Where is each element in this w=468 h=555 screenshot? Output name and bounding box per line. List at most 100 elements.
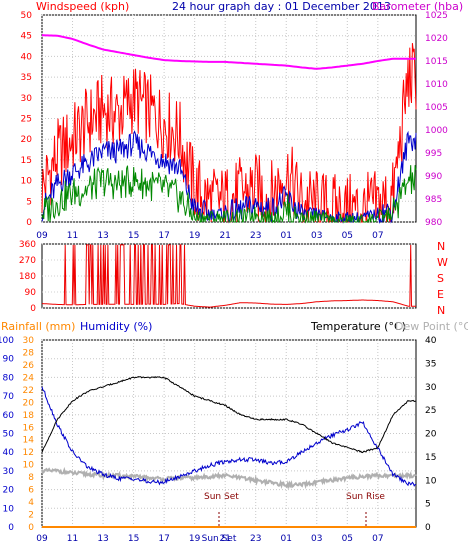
rain-tick-label: 0 xyxy=(28,523,34,533)
compass-letter-s: S xyxy=(437,272,444,285)
hum-x-tick-label: 23 xyxy=(250,534,261,544)
dir-tick-label: 360 xyxy=(19,240,36,250)
humidity-tick-label: 40 xyxy=(3,448,15,458)
rain-tick-label: 16 xyxy=(23,423,35,433)
rain-tick-label: 10 xyxy=(23,461,35,471)
wind-x-tick-label: 15 xyxy=(128,231,139,241)
rain-tick-label: 12 xyxy=(23,448,34,458)
rain-tick-label: 26 xyxy=(23,361,35,371)
rain-tick-label: 24 xyxy=(23,373,35,383)
wind-tick-label: 45 xyxy=(21,32,32,42)
windspeed-label: Windspeed (kph) xyxy=(36,0,129,13)
rain-tick-label: 8 xyxy=(28,473,34,483)
series-layer xyxy=(41,34,417,528)
wind-tick-label: 30 xyxy=(21,94,33,104)
baro-tick-label: 1015 xyxy=(425,57,448,67)
rain-tick-label: 30 xyxy=(23,336,35,346)
hum-x-tick-label: 01 xyxy=(281,534,292,544)
temp-tick-label: 15 xyxy=(425,453,436,463)
hum-x-tick-label: 13 xyxy=(97,534,108,544)
dir-tick-label: 90 xyxy=(25,288,37,298)
temp-tick-label: 20 xyxy=(425,430,437,440)
humidity-tick-label: 10 xyxy=(3,504,15,514)
dewpoint-series xyxy=(41,466,417,490)
rain-tick-label: 2 xyxy=(28,511,34,521)
hum-x-tick-label: 05 xyxy=(342,534,353,544)
graph-title: 24 hour graph day : 01 December 2013 xyxy=(172,0,391,13)
wind-direction-series xyxy=(42,244,416,308)
baro-tick-label: 1000 xyxy=(425,126,448,136)
baro-tick-label: 1005 xyxy=(425,103,448,113)
barometer-label: Barometer (hba) xyxy=(372,0,463,13)
wind-x-tick-label: 09 xyxy=(36,231,48,241)
humidity-tick-label: 0 xyxy=(8,523,14,533)
hum-x-tick-label: 07 xyxy=(372,534,383,544)
wind-average-series xyxy=(41,130,417,224)
humidity-tick-label: 70 xyxy=(3,392,15,402)
hum-x-tick-label: 21 xyxy=(219,534,230,544)
temp-tick-label: 5 xyxy=(425,500,431,510)
wind-x-tick-label: 17 xyxy=(158,231,169,241)
hum-x-tick-label: 11 xyxy=(67,534,78,544)
dir-tick-label: 180 xyxy=(19,272,36,282)
temp-tick-label: 25 xyxy=(425,406,436,416)
compass-letter-n: N xyxy=(437,240,445,253)
rain-tick-label: 4 xyxy=(28,498,34,508)
wind-tick-label: 35 xyxy=(21,73,32,83)
hum-x-tick-label: 09 xyxy=(36,534,48,544)
hum-x-tick-label: 19 xyxy=(189,534,201,544)
wind-tick-label: 10 xyxy=(21,177,33,187)
wind-tick-label: 50 xyxy=(21,11,33,21)
wind-tick-label: 5 xyxy=(26,197,32,207)
humidity-tick-label: 80 xyxy=(3,373,15,383)
axes-layer: 0510152025303540455098098599099510001005… xyxy=(0,11,448,544)
hum-x-tick-label: 03 xyxy=(311,534,322,544)
barometer-series xyxy=(41,34,416,70)
wind-x-tick-label: 03 xyxy=(311,231,322,241)
baro-tick-label: 990 xyxy=(425,172,442,182)
wind-x-tick-label: 13 xyxy=(97,231,108,241)
wind-x-tick-label: 19 xyxy=(189,231,201,241)
temperature-series xyxy=(41,375,416,454)
baro-tick-label: 995 xyxy=(425,149,442,159)
temp-tick-label: 0 xyxy=(425,523,431,533)
temp-tick-label: 30 xyxy=(425,383,437,393)
wind-tick-label: 25 xyxy=(21,115,32,125)
baro-tick-label: 985 xyxy=(425,195,442,205)
rain-tick-label: 20 xyxy=(23,398,35,408)
hum-x-tick-label: 17 xyxy=(158,534,169,544)
humidity-legend: Humidity (%) xyxy=(80,320,152,333)
wind-x-tick-label: 01 xyxy=(281,231,292,241)
wind-tick-label: 40 xyxy=(21,52,33,62)
compass-letter-e: E xyxy=(437,288,444,301)
wind-low-series xyxy=(41,165,417,224)
baro-tick-label: 980 xyxy=(425,218,442,228)
baro-tick-label: 1020 xyxy=(425,34,448,44)
wind-x-tick-label: 21 xyxy=(219,231,230,241)
humidity-tick-label: 50 xyxy=(3,430,15,440)
dewpoint-legend: Dew Point (°C) xyxy=(395,320,468,333)
hum-x-tick-label: 15 xyxy=(128,534,139,544)
wind-gust-series xyxy=(41,43,417,224)
humidity-tick-label: 90 xyxy=(3,355,15,365)
baro-tick-label: 1025 xyxy=(425,11,448,21)
compass-letter-w: W xyxy=(437,256,448,269)
compass-letters: N W S E N xyxy=(437,240,448,317)
hum-x-tick-label: Sun Set xyxy=(202,534,237,544)
temperature-legend: Temperature (°C) xyxy=(310,320,406,333)
temp-tick-label: 40 xyxy=(425,336,437,346)
compass-letter-n2: N xyxy=(437,304,445,317)
rain-tick-label: 6 xyxy=(28,486,34,496)
humidity-tick-label: 20 xyxy=(3,486,15,496)
rain-tick-label: 14 xyxy=(23,436,35,446)
humidity-tick-label: 60 xyxy=(3,411,15,421)
temp-tick-label: 35 xyxy=(425,359,436,369)
humidity-tick-label: 100 xyxy=(0,336,14,346)
wind-x-tick-label: 05 xyxy=(342,231,353,241)
wind-tick-label: 15 xyxy=(21,156,32,166)
sunset-label: Sun Set xyxy=(204,492,239,502)
wind-tick-label: 20 xyxy=(21,135,33,145)
rain-tick-label: 22 xyxy=(23,386,34,396)
wind-tick-label: 0 xyxy=(26,218,32,228)
